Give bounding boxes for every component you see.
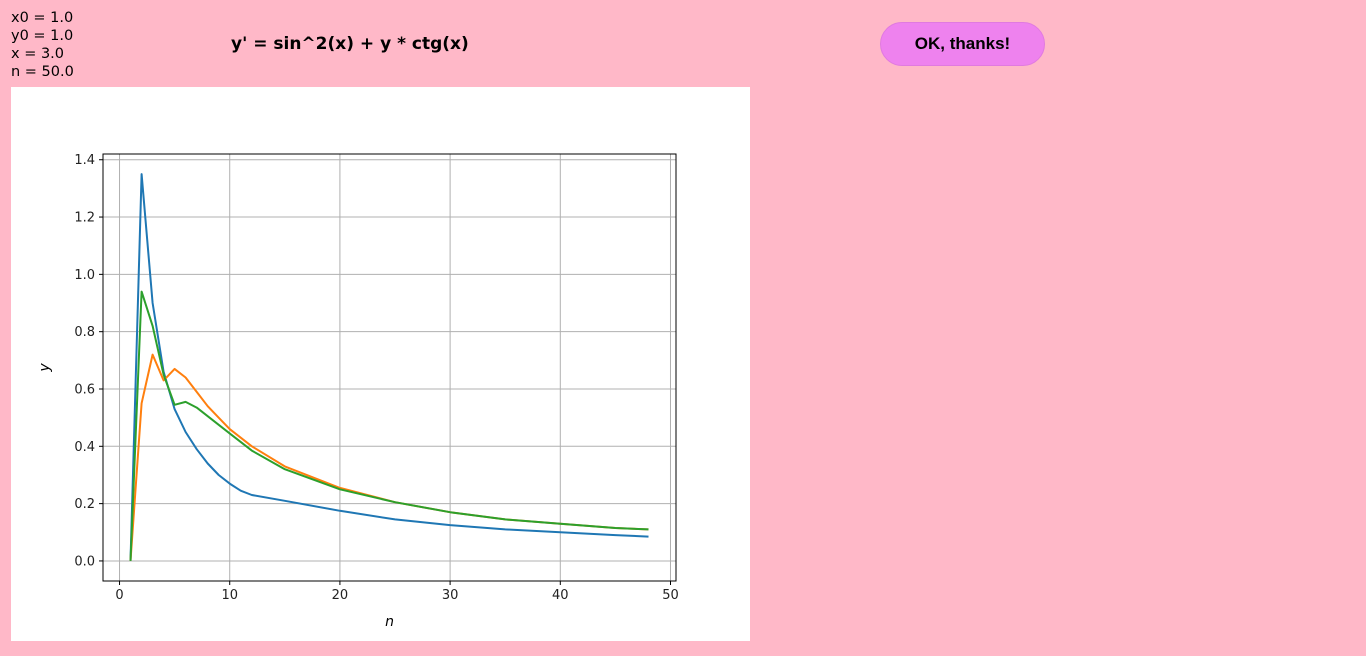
line-chart: 0 10 20 30 40 50 0.0 0.2 0.4 0.6 0.8 1.0 1.2 1.4 n y	[37, 153, 679, 630]
x-tick-label: 0	[115, 588, 123, 603]
equation-title: y' = sin^2(x) + y * ctg(x)	[231, 34, 469, 54]
axis-ticks: 0 10 20 30 40 50 0.0 0.2 0.4 0.6 0.8 1.0 1.2 1.4	[74, 153, 678, 603]
y-tick-label: 0.8	[74, 325, 95, 340]
y-tick-label: 0.0	[74, 554, 95, 569]
y-tick-label: 1.2	[74, 211, 95, 226]
x-tick-label: 50	[662, 588, 679, 603]
y-tick-label: 0.4	[74, 440, 95, 455]
grid-lines	[103, 154, 676, 581]
y-tick-label: 1.4	[74, 153, 95, 168]
axes-frame	[102, 153, 677, 582]
x-tick-label: 40	[552, 588, 569, 603]
series-lines	[129, 173, 649, 561]
y-tick-label: 0.2	[74, 497, 95, 512]
x-tick-label: 20	[332, 588, 349, 603]
y-tick-label: 0.6	[74, 382, 95, 397]
y-axis-label: y	[37, 363, 53, 373]
ok-thanks-button[interactable]: OK, thanks!	[880, 22, 1045, 66]
param-x0: x0 = 1.0	[11, 10, 74, 26]
parameters-panel: x0 = 1.0 y0 = 1.0 x = 3.0 n = 50.0	[11, 9, 74, 81]
series-line-1	[129, 173, 649, 561]
param-n: n = 50.0	[11, 64, 74, 80]
param-x: x = 3.0	[11, 46, 65, 62]
plot-panel: 0 10 20 30 40 50 0.0 0.2 0.4 0.6 0.8 1.0 1.2 1.4 n y	[11, 87, 750, 641]
series-line-3	[129, 290, 649, 561]
x-tick-label: 30	[442, 588, 459, 603]
param-y0: y0 = 1.0	[11, 28, 74, 44]
series-line-2	[129, 353, 649, 561]
x-tick-label: 10	[221, 588, 238, 603]
x-axis-label: n	[385, 614, 394, 630]
y-tick-label: 1.0	[74, 268, 95, 283]
